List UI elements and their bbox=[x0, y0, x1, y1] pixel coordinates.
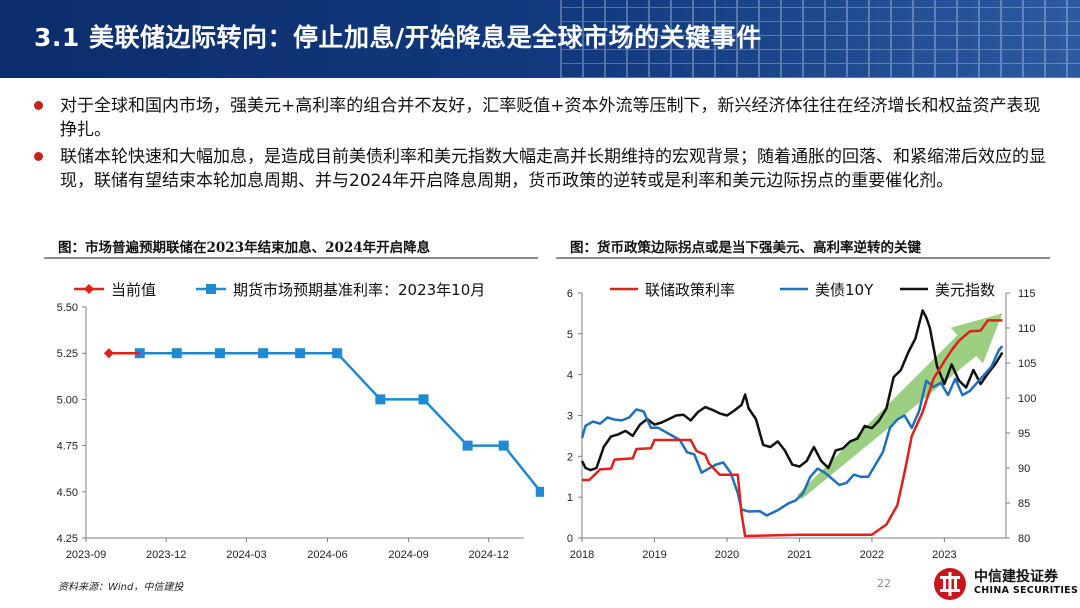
bullet-dot-icon bbox=[34, 101, 43, 110]
trend-arrow bbox=[797, 313, 1003, 500]
chart-axes: 4.25 4.50 4.75 5.00 5.25 5.50 2023-09 2023-12 20… bbox=[57, 302, 524, 561]
page-number: 22 bbox=[877, 577, 891, 590]
data-point bbox=[258, 348, 269, 359]
x-tick-label: 2021 bbox=[787, 549, 811, 561]
legend-label: 当前值 bbox=[111, 281, 156, 299]
chart-legend: 联储政策利率 美债10Y 美元指数 bbox=[610, 281, 995, 299]
legend-label: 美债10Y bbox=[815, 281, 874, 299]
data-point bbox=[498, 440, 509, 451]
x-tick-label: 2023 bbox=[932, 549, 956, 561]
trend-arrow-shape bbox=[797, 313, 1003, 500]
y-right-tick-label: 95 bbox=[1018, 428, 1030, 440]
series-futures-expected-rate bbox=[134, 348, 544, 497]
y-tick-label: 5.50 bbox=[57, 302, 78, 314]
series-line-fed-policy-rate bbox=[582, 319, 1003, 538]
y-tick-label: 5.00 bbox=[57, 394, 78, 406]
title-bar-decoration bbox=[560, 0, 1080, 78]
series-line bbox=[139, 351, 542, 493]
data-point bbox=[171, 348, 182, 359]
y-tick-label: 4.50 bbox=[57, 487, 78, 499]
x-tick-label: 2019 bbox=[642, 549, 666, 561]
data-point bbox=[295, 348, 306, 359]
y-left-tick-label: 2 bbox=[567, 451, 573, 463]
bullet-dot-icon bbox=[34, 152, 43, 161]
x-tick-label: 2020 bbox=[715, 549, 739, 561]
chart-legend: 当前值 期货市场预期基准利率：2023年10月 bbox=[74, 281, 485, 299]
x-tick-label: 2024-12 bbox=[469, 549, 509, 561]
fed-rate-expectation-chart: 当前值 期货市场预期基准利率：2023年10月 4.25 4.50 4.75 5.00 5… bbox=[57, 281, 544, 561]
data-point bbox=[332, 348, 343, 359]
data-point bbox=[84, 284, 94, 294]
chart-series bbox=[103, 348, 544, 497]
data-point bbox=[206, 284, 216, 294]
bullet-item: 对于全球和国内市场，强美元+高利率的组合并不友好，汇率贬值+资本外流等压制下，新… bbox=[34, 94, 1054, 142]
y-right-tick-label: 85 bbox=[1018, 498, 1030, 510]
data-point bbox=[375, 394, 386, 405]
y-right-tick-label: 115 bbox=[1018, 288, 1036, 300]
caption-divider-left bbox=[44, 257, 538, 259]
bullet-text: 对于全球和国内市场，强美元+高利率的组合并不友好，汇率贬值+资本外流等压制下，新… bbox=[60, 96, 1041, 140]
title-bar: 3.1 美联储边际转向：停止加息/开始降息是全球市场的关键事件 bbox=[0, 0, 1080, 78]
y-left-tick-label: 5 bbox=[567, 329, 573, 341]
y-left-tick-label: 3 bbox=[567, 411, 573, 423]
caption-divider-right bbox=[556, 257, 1050, 259]
logo-text-en: CHINA SECURITIES bbox=[974, 585, 1079, 596]
slide-title: 3.1 美联储边际转向：停止加息/开始降息是全球市场的关键事件 bbox=[34, 23, 762, 52]
y-right-tick-label: 100 bbox=[1018, 393, 1036, 405]
x-tick-label: 2024-03 bbox=[226, 549, 266, 561]
series-current-value bbox=[103, 348, 140, 359]
bullet-item: 联储本轮快速和大幅加息，是造成目前美债利率和美元指数大幅走高并长期维持的宏观背景… bbox=[34, 145, 1054, 193]
source-note: 资料来源：Wind，中信建投 bbox=[58, 582, 184, 593]
bullet-text: 联储本轮快速和大幅加息，是造成目前美债利率和美元指数大幅走高并长期维持的宏观背景… bbox=[60, 147, 1046, 191]
legend-label: 美元指数 bbox=[935, 281, 995, 299]
data-point bbox=[214, 348, 225, 359]
x-tick-label: 2024-09 bbox=[388, 549, 428, 561]
series-line-dollar-index bbox=[580, 309, 1004, 472]
x-tick-label: 2018 bbox=[570, 549, 594, 561]
y-tick-label: 4.75 bbox=[57, 441, 78, 453]
y-left-tick-label: 4 bbox=[567, 370, 573, 382]
y-right-tick-label: 80 bbox=[1018, 533, 1030, 545]
y-left-tick-label: 6 bbox=[567, 288, 573, 300]
citic-logo-icon bbox=[934, 568, 966, 600]
company-logo: 中信建投证券 CHINA SECURITIES bbox=[932, 566, 1078, 602]
x-tick-label: 2023-09 bbox=[66, 549, 106, 561]
fed-policy-usd-rates-chart: 联储政策利率 美债10Y 美元指数 0 1 2 3 4 5 6 80 85 90 95 100 105 110… bbox=[567, 281, 1036, 561]
legend-label: 期货市场预期基准利率：2023年10月 bbox=[233, 281, 485, 299]
x-tick-label: 2023-12 bbox=[146, 549, 186, 561]
figure-caption-right: 图：货币政策边际拐点或是当下强美元、高利率逆转的关键 bbox=[570, 240, 921, 256]
bullet-list: 对于全球和国内市场，强美元+高利率的组合并不友好，汇率贬值+资本外流等压制下，新… bbox=[34, 94, 1054, 196]
y-left-tick-label: 1 bbox=[567, 492, 573, 504]
x-tick-label: 2022 bbox=[860, 549, 884, 561]
y-right-tick-label: 110 bbox=[1018, 323, 1036, 335]
data-point bbox=[103, 348, 114, 359]
data-point bbox=[418, 394, 429, 405]
data-point bbox=[462, 440, 473, 451]
y-tick-label: 5.25 bbox=[57, 348, 78, 360]
logo-text-cn: 中信建投证券 bbox=[974, 569, 1058, 585]
x-tick-label: 2024-06 bbox=[307, 549, 347, 561]
chart-series bbox=[580, 309, 1004, 538]
data-point bbox=[535, 486, 544, 497]
chart-axes: 0 1 2 3 4 5 6 80 85 90 95 100 105 110 115 2018 2019 2020 2… bbox=[567, 288, 1036, 561]
figure-caption-left: 图：市场普遍预期联储在2023年结束加息、2024年开启降息 bbox=[58, 240, 431, 256]
y-left-tick-label: 0 bbox=[567, 533, 573, 545]
y-right-tick-label: 90 bbox=[1018, 463, 1030, 475]
legend-label: 联储政策利率 bbox=[645, 281, 735, 299]
y-tick-label: 4.25 bbox=[57, 533, 78, 545]
series-line-ust-10y bbox=[580, 345, 1004, 517]
y-right-tick-label: 105 bbox=[1018, 358, 1036, 370]
